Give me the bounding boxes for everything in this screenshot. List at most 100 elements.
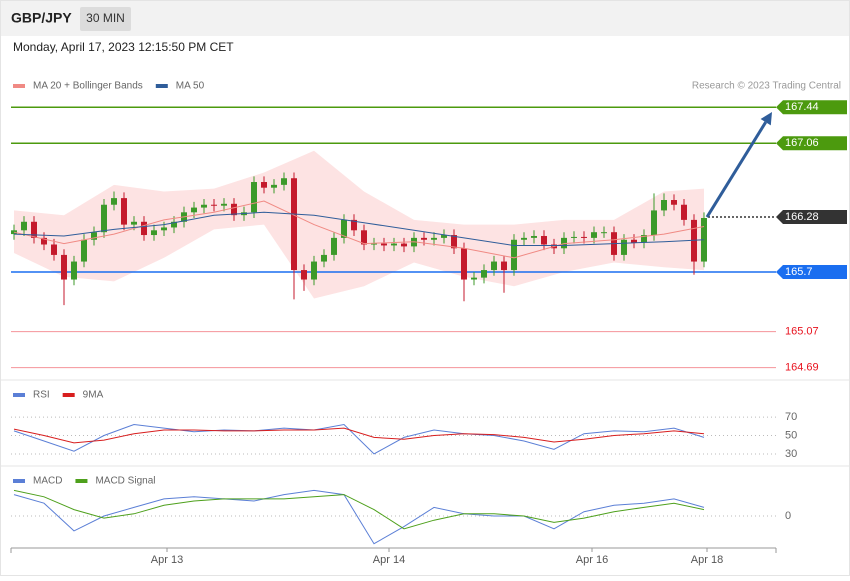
candle-body: [111, 198, 117, 205]
candle-body: [581, 236, 587, 238]
candle-body: [51, 244, 57, 255]
candle-body: [651, 210, 657, 236]
candle-body: [281, 178, 287, 185]
indicator-line: [13, 489, 705, 530]
candle-body: [701, 217, 707, 262]
legend-label: MA 20 + Bollinger Bands: [33, 81, 143, 92]
legend-swatch: [75, 479, 88, 483]
candle-body: [541, 235, 547, 245]
candle-body: [301, 270, 307, 280]
ma-line: [13, 200, 705, 259]
candle-body: [191, 207, 197, 213]
level-label: 167.44: [785, 101, 819, 113]
candle-body: [391, 243, 397, 246]
candle-body: [161, 227, 167, 231]
candle-body: [461, 248, 467, 280]
candle-body: [641, 235, 647, 243]
candle-body: [141, 221, 147, 236]
candle-body: [31, 221, 37, 238]
candle-body: [431, 237, 437, 240]
candle-body: [151, 230, 157, 236]
ma-line: [13, 211, 705, 246]
legend-label: MACD Signal: [95, 476, 155, 487]
candle-body: [631, 239, 637, 243]
level-label: 164.69: [785, 361, 819, 373]
candle-body: [621, 239, 627, 255]
candle-body: [381, 243, 387, 246]
candle-body: [671, 200, 677, 205]
projection-arrow: [705, 121, 767, 218]
candle-body: [661, 200, 667, 211]
level-label: 165.07: [785, 326, 819, 338]
candle-body: [481, 270, 487, 278]
candle-body: [501, 261, 507, 271]
x-tick-label: Apr 18: [691, 554, 723, 566]
candle-body: [121, 198, 127, 225]
candle-body: [471, 277, 477, 280]
candle-body: [201, 204, 207, 208]
indicator-line: [13, 427, 705, 444]
credit: Research © 2023 Trading Central: [692, 81, 841, 92]
legend-label: 9MA: [83, 390, 104, 401]
legend-swatch: [13, 479, 25, 483]
candle-body: [491, 261, 497, 271]
projection-arrowhead: [760, 111, 772, 126]
interval-button[interactable]: [80, 7, 131, 31]
legend-swatch: [155, 84, 168, 88]
legend-swatch: [13, 393, 25, 397]
candle-body: [101, 204, 107, 233]
candle-body: [71, 261, 77, 280]
candle-body: [401, 243, 407, 247]
candle-body: [131, 221, 137, 225]
candle-body: [441, 235, 447, 238]
candle-body: [571, 236, 577, 238]
candle-body: [271, 184, 277, 188]
legend-label: MA 50: [176, 81, 205, 92]
candle-body: [261, 182, 267, 188]
candle-body: [421, 237, 427, 240]
candle-body: [331, 237, 337, 255]
candle-body: [171, 221, 177, 228]
candle-body: [361, 230, 367, 245]
level-tag: [776, 210, 847, 225]
x-tick-label: Apr 13: [151, 554, 183, 566]
level-tag: [776, 136, 847, 151]
candle-body: [21, 221, 27, 231]
y-tick-label: 70: [785, 411, 797, 423]
candle-body: [41, 237, 47, 245]
legend-label: MACD: [33, 476, 62, 487]
candle-body: [251, 182, 257, 213]
candle-body: [291, 178, 297, 271]
legend-label: RSI: [33, 390, 50, 401]
interval[interactable]: 30 MIN: [86, 11, 125, 25]
legend-swatch: [62, 393, 75, 397]
candle-body: [511, 239, 517, 271]
header-bar: [0, 0, 850, 36]
indicator-line: [13, 423, 705, 455]
y-tick-label: 0: [785, 510, 791, 522]
candle-body: [61, 254, 67, 280]
candle-body: [521, 237, 527, 240]
candle-body: [341, 219, 347, 238]
candle-body: [561, 237, 567, 249]
candle-body: [91, 232, 97, 240]
candle-body: [591, 232, 597, 238]
legend-swatch: [13, 84, 25, 88]
bollinger-band: [14, 150, 704, 299]
candle-body: [221, 203, 227, 206]
symbol: GBP/JPY: [11, 10, 72, 26]
candle-body: [601, 232, 607, 234]
candle-body: [211, 204, 217, 206]
level-tag: [776, 264, 847, 279]
candle-body: [81, 239, 87, 262]
level-label: 165.7: [785, 266, 813, 278]
candle-body: [311, 261, 317, 280]
indicator-line: [13, 489, 705, 545]
x-tick-label: Apr 16: [576, 554, 608, 566]
candle-body: [231, 203, 237, 216]
timestamp: Monday, April 17, 2023 12:15:50 PM CET: [13, 40, 234, 54]
y-tick-label: 30: [785, 448, 797, 460]
level-tag: [776, 100, 847, 115]
y-tick-label: 50: [785, 429, 797, 441]
